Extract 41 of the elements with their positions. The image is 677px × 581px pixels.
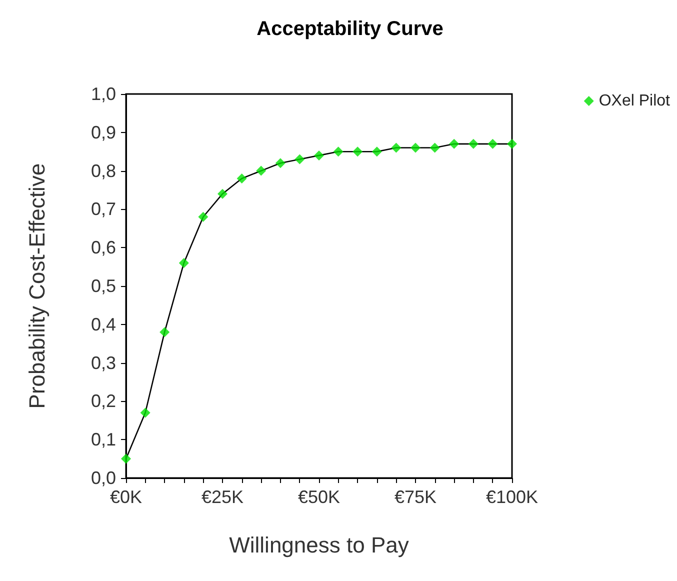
point	[140, 408, 150, 418]
point	[160, 327, 170, 338]
y-tick-label: 0,8	[90, 160, 116, 181]
point	[275, 158, 286, 168]
point	[488, 138, 498, 149]
y-axis-title: Probability Cost-Effective	[24, 163, 50, 409]
x-tick-label: €25K	[201, 487, 244, 507]
y-tick-label: 0,7	[90, 199, 116, 220]
y-tick-label: 1,0	[90, 84, 116, 104]
point	[352, 146, 363, 157]
point	[178, 258, 189, 268]
point	[449, 138, 460, 149]
point	[410, 142, 420, 153]
x-tick-label: €100K	[486, 487, 538, 507]
y-tick-label: 0,3	[90, 352, 116, 373]
y-tick-label: 0,2	[90, 391, 116, 412]
point	[314, 150, 324, 160]
point	[198, 212, 208, 222]
point	[218, 188, 228, 199]
x-tick-label: €0K	[110, 487, 142, 507]
x-tick-label: €75K	[394, 487, 437, 507]
x-tick-label: €50K	[298, 487, 340, 507]
legend-label: OXel Pilot	[598, 92, 671, 110]
point	[121, 454, 131, 464]
point	[507, 138, 517, 149]
y-tick-label: 0,6	[90, 238, 116, 258]
x-axis-title: Willingness to Pay	[229, 532, 409, 558]
point	[256, 166, 266, 176]
chart-title: Acceptability Curve	[256, 18, 444, 40]
y-tick-label: 0,1	[90, 430, 116, 450]
y-tick-label: 0,0	[90, 468, 116, 488]
point	[468, 138, 478, 149]
y-tick-label: 0,9	[90, 122, 116, 142]
point	[294, 154, 305, 164]
y-tick-label: 0,5	[90, 276, 116, 296]
point	[333, 146, 344, 157]
point	[430, 142, 440, 153]
y-tick-label: 0,4	[90, 314, 116, 334]
point	[236, 173, 247, 184]
point	[372, 146, 382, 157]
point	[391, 142, 402, 153]
